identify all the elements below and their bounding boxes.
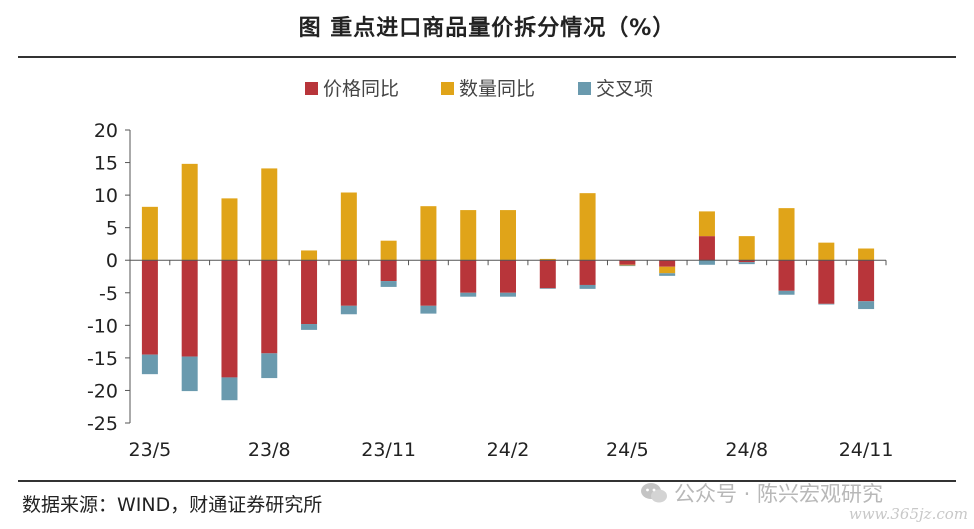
bar-价格同比-23/8	[261, 260, 278, 354]
bar-数量同比-23/7	[221, 198, 238, 261]
bar-价格同比-24/6	[659, 260, 676, 267]
bar-价格同比-23/6	[181, 260, 198, 357]
legend-swatch	[578, 82, 591, 95]
bar-数量同比-24/7	[698, 211, 715, 237]
bar-交叉项-23/5	[141, 354, 158, 375]
bar-数量同比-24/3	[539, 258, 556, 261]
x-tick-label: 23/11	[361, 439, 416, 461]
bar-数量同比-23/9	[301, 250, 318, 261]
bar-交叉项-23/7	[221, 377, 238, 401]
legend-label: 数量同比	[459, 78, 535, 100]
watermark: 公众号 · 陈兴宏观研究	[640, 478, 883, 508]
legend-label: 价格同比	[323, 78, 399, 100]
bar-数量同比-23/6	[181, 163, 198, 261]
y-tick-label: -25	[87, 413, 118, 435]
bar-价格同比-24/5	[619, 260, 636, 265]
bar-数量同比-24/9	[778, 208, 795, 261]
y-tick-label: 10	[94, 185, 118, 207]
bar-数量同比-24/10	[818, 242, 835, 261]
bar-交叉项-24/6	[659, 273, 676, 276]
y-tick-label: -20	[87, 380, 118, 402]
y-tick-label: -10	[87, 315, 118, 337]
bar-交叉项-23/8	[261, 353, 278, 379]
bar-交叉项-24/10	[818, 303, 835, 305]
bar-价格同比-23/10	[340, 260, 357, 306]
bar-数量同比-23/10	[340, 192, 357, 261]
bar-价格同比-24/4	[579, 260, 596, 285]
watermark-text: 公众号 · 陈兴宏观研究	[674, 482, 884, 506]
bar-价格同比-24/2	[500, 260, 516, 293]
y-tick-label: 0	[106, 250, 118, 272]
chart-canvas: 20 15 10 5 0 -5 -10 -15 -20 -25 23/5 23/8 23/11 24/2 2…	[87, 78, 894, 461]
x-tick-label: 24/5	[606, 439, 649, 461]
bar-价格同比-23/9	[301, 260, 318, 325]
source-divider	[18, 480, 956, 482]
chart-title: 图 重点进口商品量价拆分情况（%）	[298, 16, 676, 41]
bar-价格同比-24/10	[818, 260, 835, 304]
wechat-icon	[641, 483, 667, 503]
bar-交叉项-24/7	[698, 260, 715, 265]
bar-交叉项-23/10	[340, 305, 357, 315]
bar-价格同比-23/12	[420, 260, 437, 306]
bar-价格同比-24/7	[698, 236, 715, 261]
bar-数量同比-23/12	[420, 206, 437, 261]
bar-数量同比-23/8	[261, 168, 278, 261]
bar-交叉项-24/1	[460, 292, 477, 297]
bar-数量同比-24/2	[500, 210, 516, 261]
bar-价格同比-24/1	[460, 260, 477, 293]
x-tick-label: 23/8	[248, 439, 291, 461]
bar-交叉项-24/9	[778, 290, 795, 295]
bar-价格同比-24/8	[738, 260, 755, 263]
title-divider	[18, 56, 956, 58]
site-watermark: www.365jz.com	[848, 505, 968, 523]
x-tick-label: 24/2	[487, 439, 530, 461]
bar-价格同比-23/5	[141, 260, 158, 355]
bar-交叉项-24/2	[500, 292, 516, 297]
bar-交叉项-24/11	[858, 301, 875, 310]
bar-数量同比-24/11	[858, 248, 875, 261]
source-note: 数据来源：WIND，财通证券研究所	[22, 494, 323, 516]
bar-交叉项-24/3	[539, 288, 556, 289]
bar-交叉项-24/4	[579, 284, 596, 289]
bar-交叉项-23/9	[301, 324, 318, 330]
bar-交叉项-24/8	[738, 262, 755, 265]
bar-交叉项-23/12	[420, 305, 437, 314]
bar-交叉项-24/5	[619, 265, 636, 267]
bar-价格同比-23/11	[380, 260, 397, 282]
bar-价格同比-24/9	[778, 260, 795, 291]
bar-数量同比-24/4	[579, 193, 596, 261]
x-tick-label: 24/11	[839, 439, 894, 461]
bar-数量同比-24/1	[460, 210, 477, 261]
bar-交叉项-23/11	[380, 281, 397, 287]
y-tick-label: 5	[106, 218, 118, 240]
legend-swatch	[305, 82, 318, 95]
bar-数量同比-23/5	[141, 206, 158, 261]
bar-数量同比-24/8	[738, 236, 755, 261]
legend-swatch	[441, 82, 454, 95]
bar-价格同比-24/11	[858, 260, 875, 302]
bar-数量同比-23/11	[380, 240, 397, 261]
y-tick-label: 15	[94, 153, 118, 175]
bar-价格同比-24/3	[539, 260, 556, 289]
y-tick-label: -15	[87, 348, 118, 370]
bar-交叉项-23/6	[181, 356, 198, 392]
bar-数量同比-24/5	[619, 264, 636, 266]
bar-数量同比-24/6	[659, 266, 676, 274]
y-tick-label: -5	[99, 283, 118, 305]
x-tick-label: 23/5	[129, 439, 172, 461]
y-tick-label: 20	[94, 120, 118, 142]
x-tick-label: 24/8	[725, 439, 768, 461]
legend-label: 交叉项	[596, 78, 653, 100]
bar-价格同比-23/7	[221, 260, 238, 378]
